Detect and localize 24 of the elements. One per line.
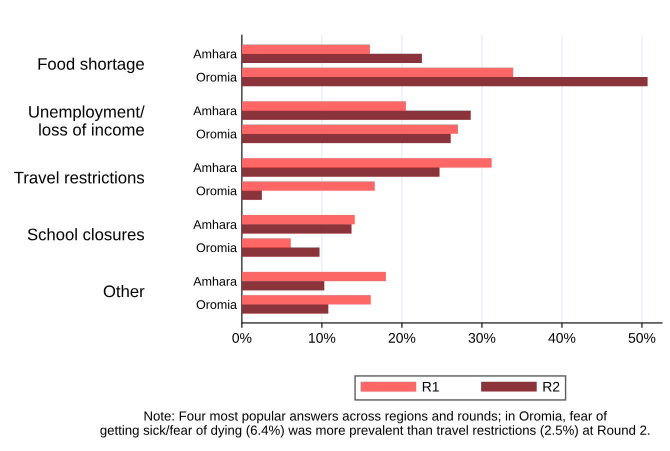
text: School closures (28, 228, 144, 240)
y-tick-label: Oromia (196, 72, 238, 82)
y-tick-label: Amhara (193, 49, 238, 58)
y-tick-label: Amhara (193, 220, 238, 229)
text: Note: Four most popular answers across regions and rounds; in Oromia, fear of getting sick/fear of dying (6.4%) was more prevalent than travel restrictions (2.5%) at Round 2. (100, 410, 650, 438)
text: Food shortage (38, 58, 144, 74)
x-tick-label: 20% (388, 333, 416, 343)
y-tick-label: Amhara (193, 276, 238, 286)
y-tick-label: Oromia (196, 242, 238, 252)
x-tick-label: 30% (468, 333, 496, 343)
x-tick-label: 10% (309, 333, 336, 343)
text: Other (104, 284, 144, 298)
y-tick-label: Oromia (196, 186, 238, 196)
legend-label: R1 (422, 382, 439, 392)
y-tick-label: Oromia (196, 129, 238, 138)
x-tick-label: 0% (232, 333, 252, 343)
x-tick-label: 40% (548, 333, 576, 343)
y-tick-label: Amhara (193, 162, 238, 172)
y-tick-label: Amhara (193, 106, 238, 116)
legend-label: R2 (543, 382, 560, 392)
x-tick-label: 50% (628, 333, 656, 343)
text: Travel restrictions (14, 171, 144, 184)
y-tick-label: Oromia (196, 300, 238, 310)
text: Unemployment/ loss of income (29, 105, 145, 136)
